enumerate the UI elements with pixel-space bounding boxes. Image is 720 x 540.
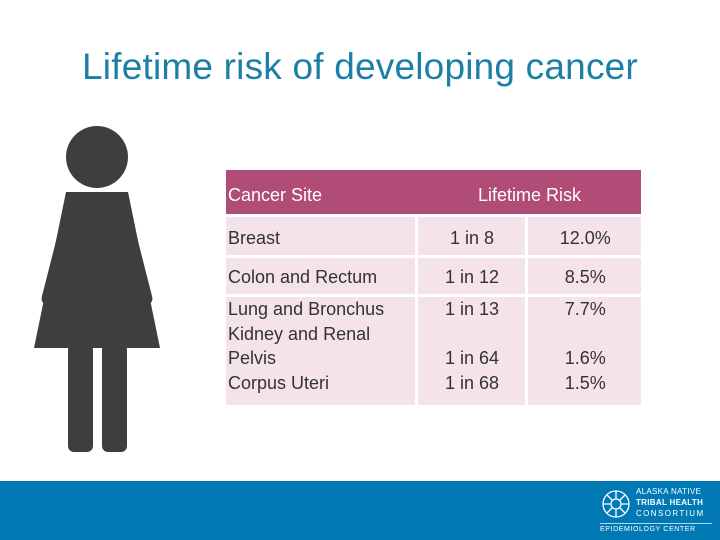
cell-percent: 1.6%	[564, 348, 606, 368]
cell-site: Kidney and Renal	[228, 323, 371, 344]
logo-line-1: ALASKA NATIVE	[636, 487, 702, 496]
cell-percent-group: 7.7% 1.6% 1.5%	[524, 294, 641, 405]
header-cancer-site: Cancer Site	[226, 170, 416, 216]
footer-bar	[0, 481, 720, 540]
woman-icon	[34, 126, 160, 452]
slide-title: Lifetime risk of developing cancer	[82, 46, 638, 87]
header-lifetime-risk: Lifetime Risk	[416, 170, 641, 216]
cell-site: Lung and Bronchus	[228, 299, 385, 319]
cell-site: Pelvis	[228, 348, 277, 368]
cell-percent: 8.5%	[524, 255, 641, 296]
cell-odds: 1 in 13	[444, 299, 500, 319]
cell-site: Corpus Uteri	[228, 372, 330, 393]
cell-odds: 1 in 68	[444, 372, 500, 393]
logo-icon	[602, 490, 630, 518]
cell-site: Breast	[226, 214, 416, 257]
cell-odds-group: 1 in 13 1 in 64 1 in 68	[414, 294, 526, 405]
cancer-risk-table: Cancer Site Lifetime Risk Breast 1 in 8 …	[226, 170, 641, 405]
organization-logo: ALASKA NATIVE TRIBAL HEALTH CONSORTIUM E…	[600, 486, 712, 536]
cell-site-group: Lung and Bronchus Kidney and Renal Pelvi…	[226, 294, 416, 405]
cell-odds: 1 in 8	[414, 214, 526, 257]
logo-line-2: TRIBAL HEALTH	[636, 498, 704, 507]
logo-line-3: CONSORTIUM	[636, 509, 705, 518]
table-header-row: Cancer Site Lifetime Risk	[226, 170, 641, 216]
cell-odds: 1 in 12	[414, 255, 526, 296]
table-row: Colon and Rectum 1 in 12 8.5%	[226, 255, 641, 296]
cell-percent: 1.5%	[564, 372, 606, 393]
cell-percent: 12.0%	[524, 214, 641, 257]
cell-site: Colon and Rectum	[226, 255, 416, 296]
table-row: Breast 1 in 8 12.0%	[226, 214, 641, 257]
cell-percent: 7.7%	[564, 299, 606, 319]
table-row-group: Lung and Bronchus Kidney and Renal Pelvi…	[226, 294, 641, 405]
logo-line-4: EPIDEMIOLOGY CENTER	[600, 523, 712, 533]
cell-odds: 1 in 64	[444, 348, 500, 368]
